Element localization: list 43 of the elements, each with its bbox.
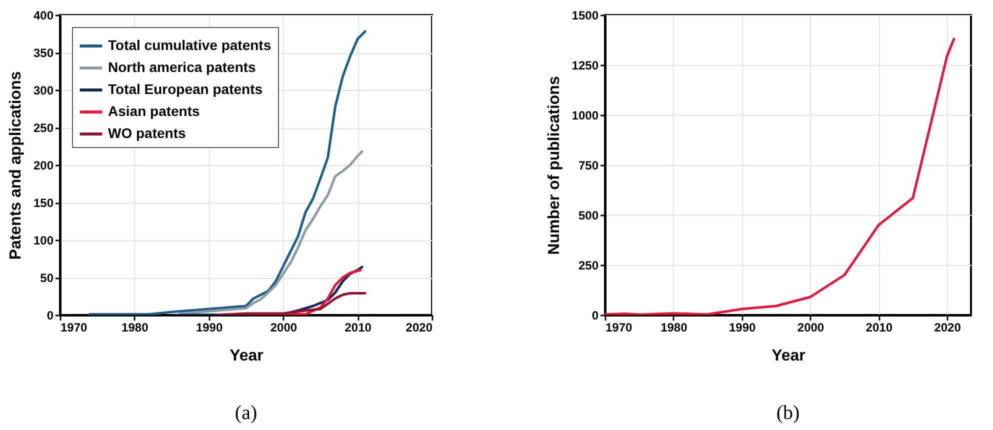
- legend-label: Total European patents: [108, 81, 263, 97]
- y-tick-label: 200: [33, 158, 54, 172]
- y-tick-label: 150: [33, 196, 54, 210]
- y-tick-label: 400: [33, 8, 54, 22]
- y-tick-label: 0: [46, 308, 54, 322]
- text: (a): [234, 402, 258, 424]
- legend-label: Asian patents: [108, 103, 200, 119]
- x-axis-title: Year: [230, 348, 264, 364]
- y-tick-label: 1250: [572, 58, 599, 72]
- legend-label: WO patents: [108, 125, 186, 141]
- x-tick-label: 2000: [270, 320, 298, 334]
- legend-label: North america patents: [108, 59, 256, 75]
- y-tick-label: 100: [33, 234, 54, 248]
- line-series: [214, 292, 366, 315]
- y-axis-title: Number of publications: [546, 76, 563, 255]
- y-tick-label: 1000: [572, 108, 599, 122]
- legend-label: Total cumulative patents: [108, 37, 272, 53]
- x-tick-label: 2010: [866, 320, 893, 334]
- y-tick-label: 50: [40, 271, 54, 285]
- line-series: [88, 30, 366, 315]
- y-axis-title: Patents and applications: [7, 71, 24, 260]
- y-tick-label: 1500: [572, 8, 599, 22]
- y-tick-label: 0: [592, 308, 599, 322]
- x-tick-label: 1990: [196, 320, 223, 334]
- x-tick-label: 2020: [406, 320, 433, 334]
- x-tick-label: 2010: [344, 320, 372, 334]
- y-tick-label: 300: [33, 84, 54, 98]
- x-axis-title: Year: [772, 348, 806, 364]
- text: (b): [776, 402, 800, 424]
- y-tick-label: 250: [578, 258, 599, 272]
- x-tick-label: 1970: [60, 320, 88, 334]
- x-tick-label: 1970: [606, 320, 633, 334]
- line-series: [605, 38, 956, 315]
- y-tick-label: 750: [578, 158, 599, 172]
- x-tick-label: 2020: [934, 320, 962, 334]
- y-tick-label: 500: [578, 208, 599, 222]
- x-tick-label: 1980: [660, 320, 688, 334]
- line-series: [178, 150, 364, 315]
- x-tick-label: 2000: [797, 320, 824, 334]
- y-tick-label: 350: [33, 46, 54, 60]
- y-tick-label: 250: [33, 121, 54, 135]
- x-tick-label: 1980: [122, 320, 149, 334]
- x-tick-label: 1990: [728, 320, 756, 334]
